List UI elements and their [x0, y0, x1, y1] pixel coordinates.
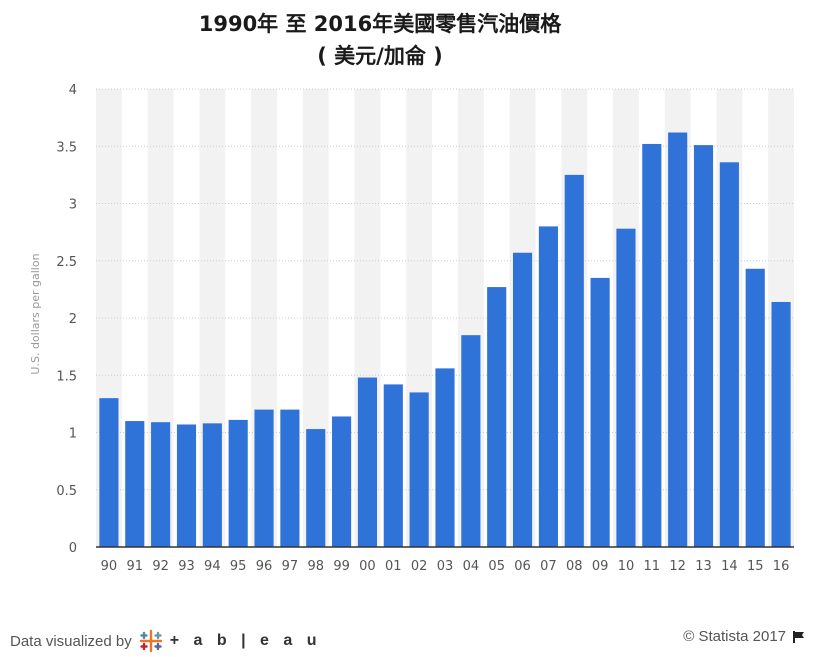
bar	[435, 368, 455, 547]
tableau-logo-icon	[139, 629, 162, 653]
x-tick-label: 00	[359, 559, 376, 574]
bar	[125, 421, 145, 547]
x-tick-label: 15	[747, 559, 764, 574]
y-tick-label: 1	[69, 427, 77, 442]
x-tick-label: 13	[695, 559, 712, 574]
bar	[538, 226, 558, 547]
bars	[99, 132, 791, 548]
x-tick-label: 05	[488, 559, 505, 574]
bar	[383, 384, 403, 547]
y-tick-label: 2.5	[56, 255, 77, 270]
bar	[306, 429, 326, 547]
x-tick-label: 04	[463, 559, 480, 574]
bar	[771, 301, 791, 547]
bar-chart: 0 0.5 1 1.5 2 2.5 3 3.5 4 90 91 92 93 94 95 96 97 98 99 00…	[29, 83, 794, 574]
x-tick-label: 09	[592, 559, 609, 574]
bar	[693, 145, 714, 548]
bar	[176, 424, 197, 547]
bar	[487, 287, 507, 547]
x-tick-label: 16	[773, 559, 790, 574]
x-tick-label: 93	[178, 559, 195, 574]
x-axis-ticks: 90 91 92 93 94 95 96 97 98 99 00 01 02 03 04 05 06 07 08 09…	[101, 559, 790, 574]
x-tick-label: 98	[307, 559, 324, 574]
y-axis-label: U.S. dollars per gallon	[29, 253, 42, 374]
y-tick-label: 0	[69, 541, 77, 556]
bar	[202, 423, 222, 547]
bar	[151, 422, 171, 547]
x-tick-label: 08	[566, 559, 583, 574]
x-tick-label: 03	[437, 559, 454, 574]
bar	[564, 174, 584, 547]
tableau-wordmark: + a b | e a u	[169, 632, 322, 649]
bar	[616, 228, 636, 547]
chart-subtitle: ( 美元/加侖 )	[317, 44, 443, 68]
y-tick-label: 3	[69, 198, 77, 213]
statista-credit[interactable]: © Statista 2017	[683, 628, 806, 645]
x-tick-label: 12	[669, 559, 686, 574]
x-tick-label: 10	[618, 559, 635, 574]
bar	[332, 416, 352, 547]
data-visualized-credit: Data visualized by + a b | e a u	[10, 628, 321, 654]
x-tick-label: 96	[256, 559, 273, 574]
x-tick-label: 14	[721, 559, 738, 574]
bar	[357, 377, 378, 547]
bar	[668, 132, 688, 547]
chart-title: 1990年 至 2016年美國零售汽油價格	[198, 12, 562, 36]
bar	[512, 252, 533, 548]
bar	[409, 392, 429, 547]
x-tick-label: 94	[204, 559, 221, 574]
y-axis-ticks: 0 0.5 1 1.5 2 2.5 3 3.5 4	[56, 83, 77, 556]
bar	[280, 409, 300, 547]
bar	[99, 398, 119, 547]
x-tick-label: 91	[127, 559, 144, 574]
bar	[745, 268, 765, 547]
x-tick-label: 95	[230, 559, 247, 574]
bar	[461, 335, 481, 547]
bar	[228, 419, 248, 547]
bar	[642, 143, 662, 547]
x-tick-label: 92	[152, 559, 169, 574]
x-tick-label: 06	[514, 559, 531, 574]
x-tick-label: 07	[540, 559, 557, 574]
y-tick-label: 4	[69, 83, 77, 98]
flag-icon[interactable]	[792, 630, 806, 644]
y-tick-label: 3.5	[56, 140, 77, 155]
x-tick-label: 11	[644, 559, 661, 574]
x-tick-label: 97	[282, 559, 299, 574]
x-tick-label: 01	[385, 559, 402, 574]
statista-credit-label: © Statista 2017	[683, 628, 786, 645]
y-tick-label: 2	[69, 312, 77, 327]
y-tick-label: 0.5	[56, 484, 77, 499]
data-visualized-label: Data visualized by	[10, 632, 132, 650]
bar	[719, 162, 739, 547]
bar	[254, 409, 274, 547]
bar	[590, 277, 610, 547]
x-tick-label: 99	[333, 559, 350, 574]
y-tick-label: 1.5	[56, 369, 77, 384]
x-tick-label: 02	[411, 559, 428, 574]
x-tick-label: 90	[101, 559, 118, 574]
